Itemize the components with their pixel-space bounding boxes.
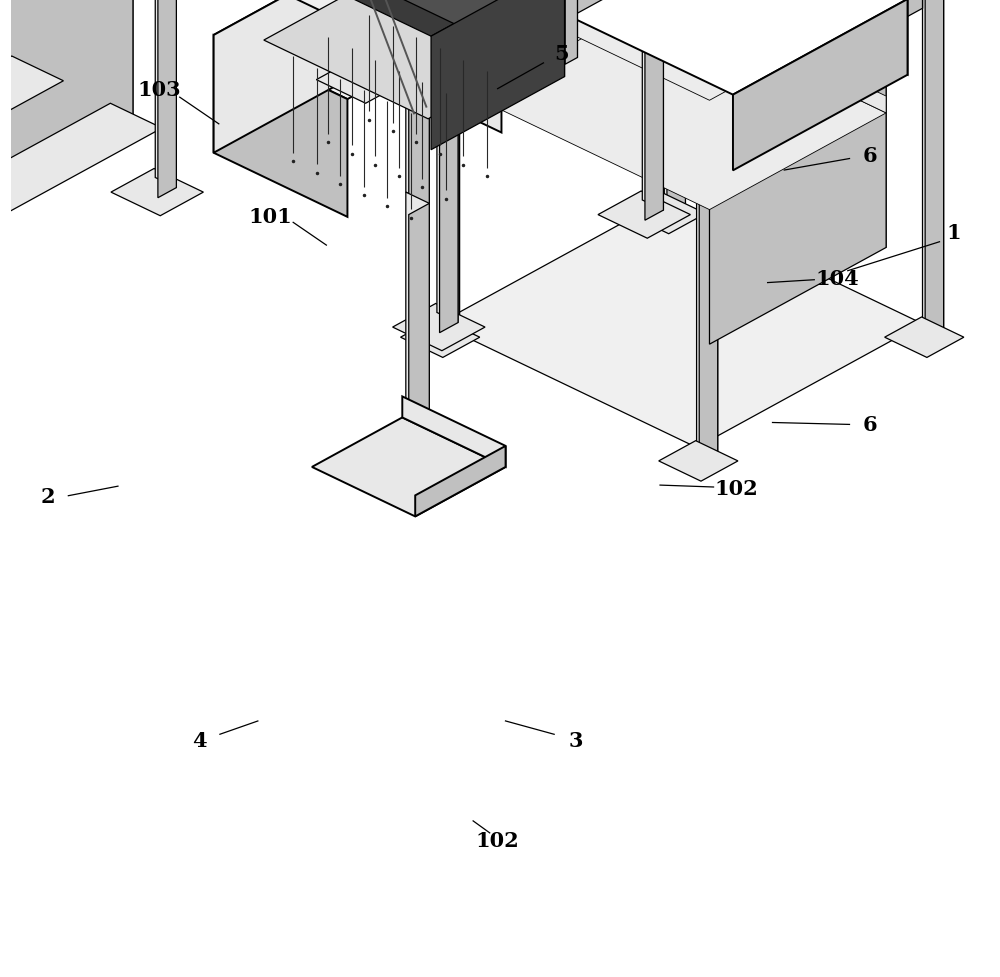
Polygon shape xyxy=(264,0,531,120)
Polygon shape xyxy=(654,0,908,75)
Polygon shape xyxy=(409,204,429,446)
Polygon shape xyxy=(214,0,368,153)
Polygon shape xyxy=(438,201,922,448)
Text: 4: 4 xyxy=(192,731,207,750)
Polygon shape xyxy=(9,0,34,78)
Polygon shape xyxy=(699,0,718,468)
Polygon shape xyxy=(0,0,133,204)
Polygon shape xyxy=(363,0,382,86)
Polygon shape xyxy=(565,0,577,65)
Polygon shape xyxy=(709,0,886,345)
Polygon shape xyxy=(659,442,738,482)
Polygon shape xyxy=(415,446,506,517)
Text: 102: 102 xyxy=(475,830,519,850)
Polygon shape xyxy=(598,191,690,239)
Polygon shape xyxy=(475,1,886,210)
Polygon shape xyxy=(0,57,63,172)
Polygon shape xyxy=(697,0,718,458)
Polygon shape xyxy=(479,0,908,96)
Polygon shape xyxy=(406,0,429,204)
Polygon shape xyxy=(390,0,577,59)
Polygon shape xyxy=(243,0,565,37)
Polygon shape xyxy=(437,0,458,323)
Polygon shape xyxy=(158,0,176,198)
Polygon shape xyxy=(410,0,419,94)
Text: 104: 104 xyxy=(816,269,859,288)
Polygon shape xyxy=(312,418,506,517)
Polygon shape xyxy=(0,0,34,157)
Polygon shape xyxy=(438,0,460,334)
Polygon shape xyxy=(645,0,663,221)
Text: 6: 6 xyxy=(862,147,877,166)
Polygon shape xyxy=(664,0,922,10)
Polygon shape xyxy=(214,0,501,100)
Polygon shape xyxy=(667,0,685,221)
Polygon shape xyxy=(0,105,162,219)
Polygon shape xyxy=(733,0,908,171)
Polygon shape xyxy=(111,169,203,217)
Polygon shape xyxy=(651,0,886,5)
Polygon shape xyxy=(885,318,964,359)
Polygon shape xyxy=(479,0,654,50)
Polygon shape xyxy=(367,0,531,72)
Polygon shape xyxy=(651,0,886,248)
Polygon shape xyxy=(475,0,886,102)
Text: 6: 6 xyxy=(862,415,877,435)
Text: 103: 103 xyxy=(138,80,181,100)
Text: 5: 5 xyxy=(554,44,569,64)
Polygon shape xyxy=(626,194,706,234)
Polygon shape xyxy=(441,0,460,345)
Polygon shape xyxy=(393,304,485,352)
Polygon shape xyxy=(440,0,458,333)
Polygon shape xyxy=(431,0,565,150)
Text: 3: 3 xyxy=(569,731,584,750)
Polygon shape xyxy=(402,397,506,467)
Polygon shape xyxy=(409,0,429,215)
Ellipse shape xyxy=(625,0,721,54)
Polygon shape xyxy=(107,0,133,125)
Text: 2: 2 xyxy=(41,487,55,506)
Polygon shape xyxy=(697,0,922,133)
Polygon shape xyxy=(664,0,685,211)
Polygon shape xyxy=(155,0,176,189)
Polygon shape xyxy=(214,36,347,218)
Polygon shape xyxy=(401,318,480,359)
Polygon shape xyxy=(440,0,624,90)
Text: 101: 101 xyxy=(248,207,292,227)
Polygon shape xyxy=(368,0,501,134)
Text: 1: 1 xyxy=(946,223,961,242)
Polygon shape xyxy=(377,0,565,77)
Text: 102: 102 xyxy=(715,479,759,498)
Polygon shape xyxy=(406,192,429,435)
Polygon shape xyxy=(181,0,624,68)
Polygon shape xyxy=(361,0,382,76)
Polygon shape xyxy=(922,0,944,334)
Polygon shape xyxy=(316,57,409,105)
Polygon shape xyxy=(642,0,663,211)
Polygon shape xyxy=(925,0,944,345)
Polygon shape xyxy=(651,0,886,113)
